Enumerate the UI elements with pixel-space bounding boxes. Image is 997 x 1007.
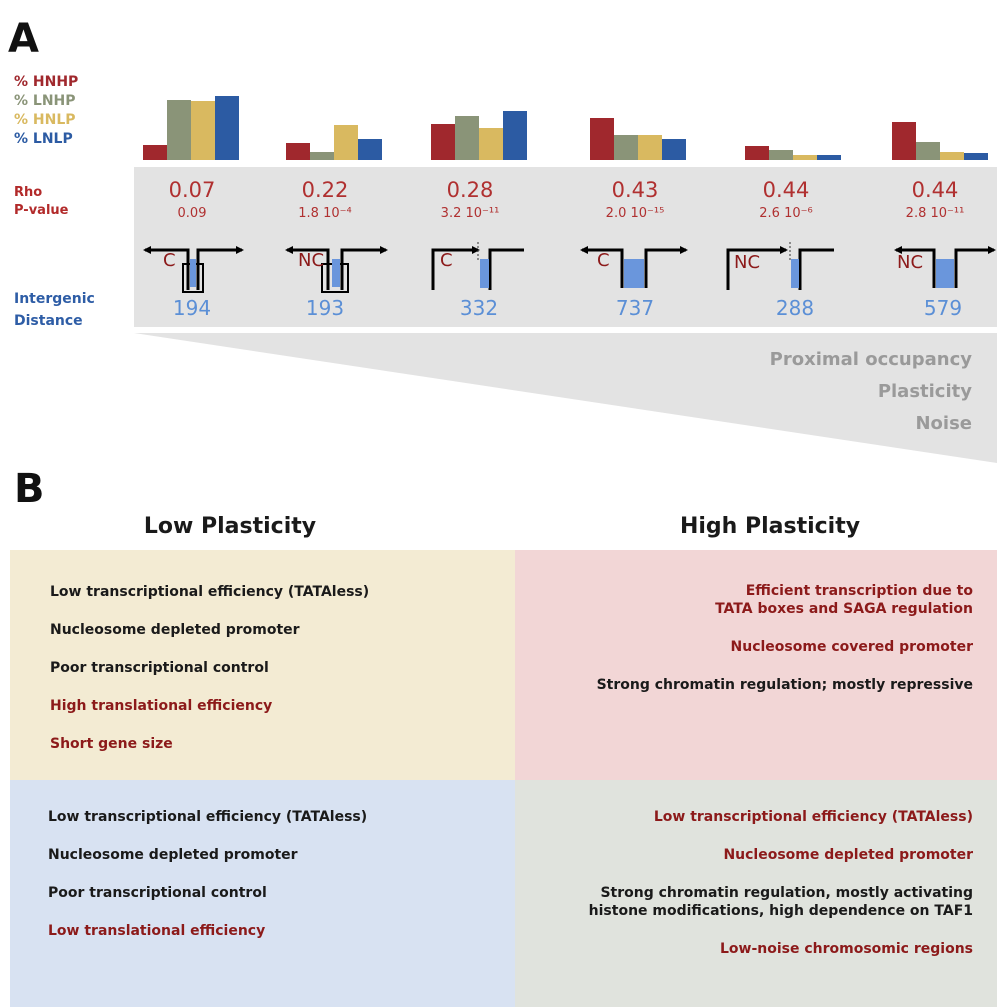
rho-label: Rho <box>14 185 43 200</box>
pvalue: 0.09 <box>177 206 207 221</box>
bar-hnlp <box>191 101 215 160</box>
trend-label-noise: Noise <box>915 413 972 434</box>
rho-value: 0.44 <box>762 178 810 202</box>
gene-type-label: C <box>440 250 453 271</box>
rho-value: 0.22 <box>301 178 349 202</box>
bar-lnhp <box>167 100 191 160</box>
rho-value: 0.28 <box>446 178 494 202</box>
rho-value: 0.44 <box>911 178 959 202</box>
gene-type-label: C <box>163 250 176 271</box>
panel-a-label: A <box>8 16 39 62</box>
quadrant-item: Low-noise chromosomic regions <box>719 941 973 957</box>
pvalue: 1.8 10⁻⁴ <box>298 206 352 221</box>
quadrant-low-plasticity-low-noise: Low transcriptional efficiency (TATAless… <box>10 780 515 1007</box>
pvalue: 3.2 10⁻¹¹ <box>440 206 500 221</box>
bar-lnhp <box>769 150 793 160</box>
bar-hnlp <box>638 135 662 160</box>
gene-type-label: C <box>597 250 610 271</box>
quadrant-item: Poor transcriptional control <box>48 885 267 901</box>
rho-value: 0.07 <box>168 178 216 202</box>
quadrant-high-plasticity-high-noise: Efficient transcription due to TATA boxe… <box>515 550 997 780</box>
bar-hnlp <box>479 128 503 160</box>
intergenic-distance-value: 193 <box>305 296 345 320</box>
quadrant-items: Efficient transcription due to TATA boxe… <box>515 550 997 694</box>
quadrant-low-plasticity-high-noise: Low transcriptional efficiency (TATAless… <box>10 550 515 780</box>
quadrant-item: Efficient transcription due to TATA boxe… <box>715 583 973 617</box>
pvalue: 2.6 10⁻⁶ <box>759 206 813 221</box>
bar-lnhp <box>455 116 479 160</box>
gene-type-label: NC <box>897 252 924 273</box>
panel-b-label: B <box>14 466 45 512</box>
quadrant-item: Strong chromatin regulation, mostly acti… <box>588 885 973 919</box>
bar-hnlp <box>940 152 964 160</box>
bar-lnlp <box>503 111 527 160</box>
bar-lnlp <box>817 155 841 160</box>
quadrant-items: Low transcriptional efficiency (TATAless… <box>10 550 515 753</box>
quadrant-item: Nucleosome depleted promoter <box>723 847 973 863</box>
legend-item-lnlp: % LNLP <box>14 131 73 147</box>
bar-hnhp <box>431 124 455 160</box>
trend-label-plasticity: Plasticity <box>877 381 972 402</box>
promoter-diagram-3 <box>431 242 524 290</box>
quadrant-item: Nucleosome depleted promoter <box>50 622 300 638</box>
quadrant-item: Nucleosome covered promoter <box>730 639 973 655</box>
quadrant-items: Low transcriptional efficiency (TATAless… <box>10 780 515 940</box>
quadrant-high-plasticity-low-noise: Low transcriptional efficiency (TATAless… <box>515 780 997 1007</box>
quadrant-item: High translational efficiency <box>50 698 273 714</box>
bar-hnhp <box>590 118 614 160</box>
legend-item-hnlp: % HNLP <box>14 112 76 128</box>
promoter-diagrams <box>143 242 996 293</box>
bar-hnlp <box>793 155 817 160</box>
intergenic-distance-value: 737 <box>615 296 655 320</box>
bar-hnlp <box>334 125 358 160</box>
bar-lnhp <box>614 135 638 160</box>
bar-lnlp <box>964 153 988 160</box>
intergenic-distance-value: 332 <box>459 296 499 320</box>
trend-wedge <box>134 333 997 463</box>
pvalue-label: P-value <box>14 203 69 218</box>
pvalue: 2.0 10⁻¹⁵ <box>605 206 665 221</box>
quadrant-items: Low transcriptional efficiency (TATAless… <box>515 780 997 958</box>
high-plasticity-title: High Plasticity <box>679 514 861 539</box>
gene-type-label: NC <box>734 252 761 273</box>
trend-label-proximal-occupancy: Proximal occupancy <box>769 349 972 370</box>
bar-lnlp <box>215 96 239 160</box>
promoter-diagram-1 <box>143 246 244 293</box>
promoter-diagram-4 <box>580 246 688 288</box>
quadrant-item: Low transcriptional efficiency (TATAless… <box>653 809 973 825</box>
legend: % HNHP % LNHP % HNLP % LNLP <box>14 74 78 150</box>
bar-hnhp <box>286 143 310 160</box>
intergenic-distance-value: 194 <box>172 296 212 320</box>
bar-hnhp <box>892 122 916 160</box>
bar-chart <box>143 96 988 160</box>
info-band <box>134 167 997 327</box>
quadrant-item: Low transcriptional efficiency (TATAless… <box>48 809 368 825</box>
quadrant-item: Poor transcriptional control <box>50 660 269 676</box>
pvalue: 2.8 10⁻¹¹ <box>905 206 965 221</box>
bar-lnhp <box>916 142 940 160</box>
gene-type-label: NC <box>298 250 325 271</box>
intergenic-distance-value: 579 <box>923 296 963 320</box>
bar-lnlp <box>358 139 382 160</box>
bar-lnhp <box>310 152 334 160</box>
intergenic-distance-label: Intergenic Distance <box>14 288 95 332</box>
promoter-diagram-6 <box>894 246 996 288</box>
rho-value: 0.43 <box>611 178 659 202</box>
bar-hnhp <box>745 146 769 160</box>
low-plasticity-title: Low Plasticity <box>143 514 317 539</box>
quadrant-item: Short gene size <box>50 736 173 752</box>
intergenic-label-line1: Intergenic <box>14 291 95 307</box>
bar-hnhp <box>143 145 167 160</box>
bar-lnlp <box>662 139 686 160</box>
legend-item-lnhp: % LNHP <box>14 93 76 109</box>
intergenic-distance-value: 288 <box>775 296 815 320</box>
legend-item-hnhp: % HNHP <box>14 74 79 90</box>
promoter-diagram-5 <box>726 242 834 290</box>
quadrant-item: Nucleosome depleted promoter <box>48 847 298 863</box>
quadrant-item: Strong chromatin regulation; mostly repr… <box>596 677 973 693</box>
promoter-diagram-2 <box>285 246 388 293</box>
quadrant-item: Low transcriptional efficiency (TATAless… <box>50 584 370 600</box>
quadrant-item: Low translational efficiency <box>48 923 266 939</box>
intergenic-label-line2: Distance <box>14 313 83 329</box>
